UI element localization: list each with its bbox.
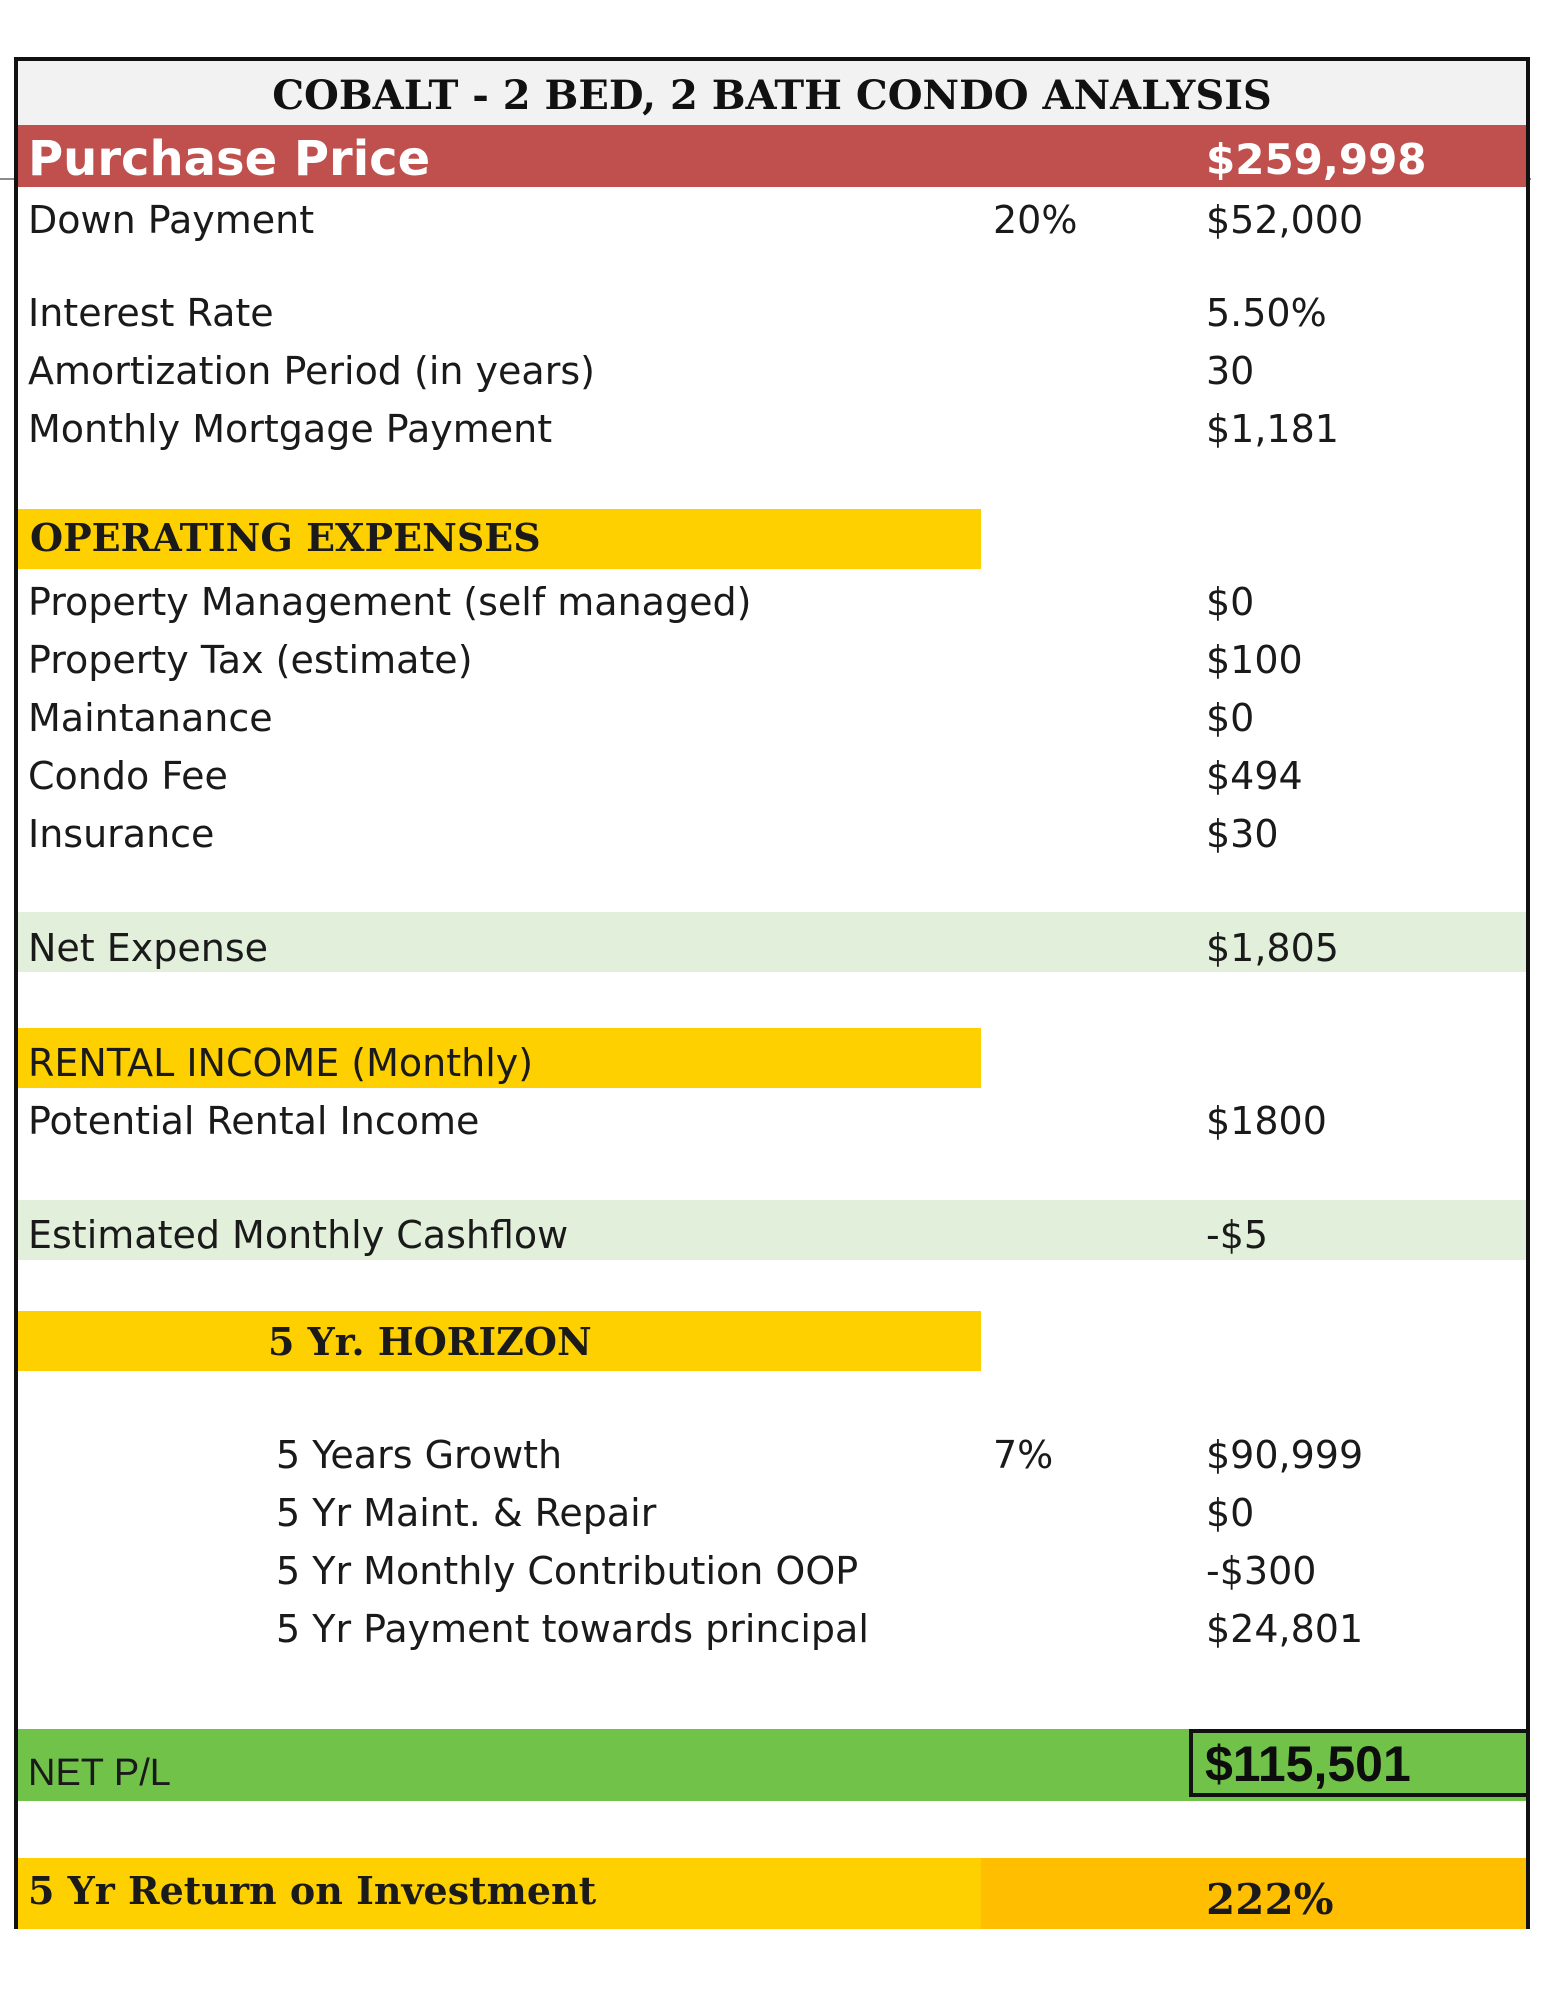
horizon-label: 5 Yr Maint. & Repair [276, 1491, 657, 1535]
net-pl-value-box: $115,501 [1189, 1729, 1530, 1797]
cashflow-label: Estimated Monthly Cashflow [28, 1213, 569, 1257]
horizon-header: 5 Yr. HORIZON [268, 1319, 592, 1364]
cashflow-value: -$5 [1206, 1213, 1269, 1257]
purchase-price-label: Purchase Price [28, 131, 431, 187]
roi-label: 5 Yr Return on Investment [28, 1868, 597, 1913]
expense-label: Property Tax (estimate) [28, 638, 473, 682]
expense-label: Insurance [28, 812, 215, 856]
cashflow-band [18, 1200, 1526, 1260]
horizon-pct: 7% [993, 1433, 1054, 1477]
monthly-mortgage-label: Monthly Mortgage Payment [28, 407, 553, 451]
expense-value: $0 [1206, 580, 1255, 624]
down-payment-pct: 20% [993, 198, 1078, 242]
operating-expenses-header-band [18, 509, 981, 569]
expense-value: $0 [1206, 696, 1255, 740]
horizon-value: $0 [1206, 1491, 1255, 1535]
expense-label: Property Management (self managed) [28, 580, 752, 624]
net-pl-label: NET P/L [28, 1752, 171, 1794]
horizon-label: 5 Yr Payment towards principal [276, 1607, 869, 1651]
horizon-label: 5 Years Growth [276, 1433, 563, 1477]
purchase-price-value: $259,998 [1206, 135, 1427, 184]
rental-income-header: RENTAL INCOME (Monthly) [28, 1041, 534, 1085]
horizon-label: 5 Yr Monthly Contribution OOP [276, 1549, 859, 1593]
rental-income-header-band [18, 1028, 981, 1088]
potential-rental-income-label: Potential Rental Income [28, 1099, 480, 1143]
down-payment-value: $52,000 [1206, 198, 1364, 242]
sheet-title: COBALT - 2 BED, 2 BATH CONDO ANALYSIS [18, 61, 1526, 125]
interest-rate-label: Interest Rate [28, 291, 274, 335]
amortization-value: 30 [1206, 349, 1255, 393]
net-expense-value: $1,805 [1206, 926, 1339, 970]
expense-label: Condo Fee [28, 754, 228, 798]
horizon-header-band [18, 1311, 981, 1371]
down-payment-label: Down Payment [28, 198, 315, 242]
roi-value-band [981, 1858, 1526, 1929]
expense-value: $100 [1206, 638, 1303, 682]
condo-analysis-sheet: COBALT - 2 BED, 2 BATH CONDO ANALYSIS Pu… [14, 57, 1530, 1929]
expense-value: $494 [1206, 754, 1303, 798]
interest-rate-value: 5.50% [1206, 291, 1327, 335]
net-pl-value: $115,501 [1205, 1736, 1411, 1792]
amortization-label: Amortization Period (in years) [28, 349, 595, 393]
monthly-mortgage-value: $1,181 [1206, 407, 1339, 451]
horizon-value: -$300 [1206, 1549, 1317, 1593]
horizon-value: $90,999 [1206, 1433, 1364, 1477]
expense-value: $30 [1206, 812, 1279, 856]
horizon-value: $24,801 [1206, 1607, 1364, 1651]
roi-value: 222% [1206, 1875, 1334, 1924]
expense-label: Maintanance [28, 696, 273, 740]
net-expense-label: Net Expense [28, 926, 269, 970]
net-expense-band [18, 912, 1526, 972]
operating-expenses-header: OPERATING EXPENSES [30, 515, 541, 560]
potential-rental-income-value: $1800 [1206, 1099, 1327, 1143]
purchase-price-row: Purchase Price $259,998 [18, 125, 1526, 187]
